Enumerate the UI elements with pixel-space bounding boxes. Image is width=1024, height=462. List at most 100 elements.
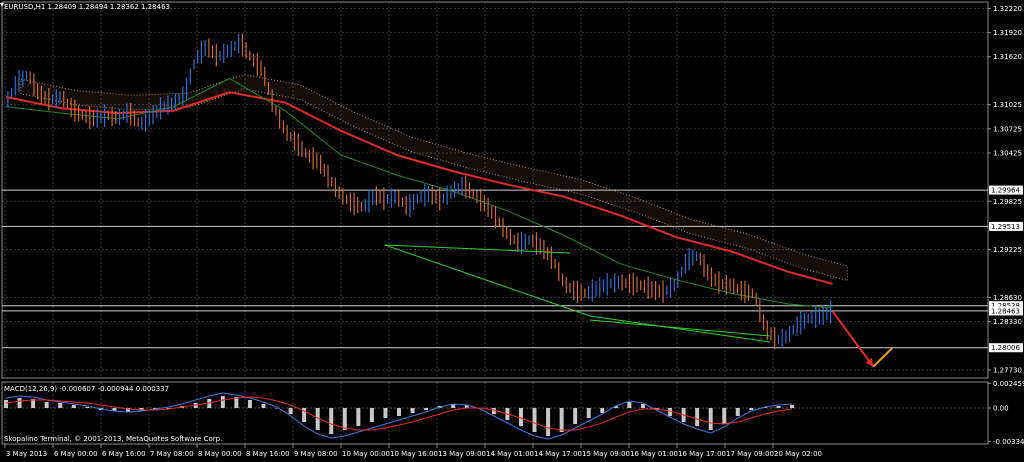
- macd-histogram-bar: [776, 406, 781, 408]
- time-tick-label: 6 May 16:00: [102, 450, 146, 458]
- macd-histogram-bar: [369, 408, 374, 422]
- price-tick-label: 1.32220: [993, 5, 1022, 13]
- time-tick-label: 9 May 08:00: [294, 450, 338, 458]
- trendline-3[interactable]: [589, 315, 771, 343]
- macd-histogram-bar: [451, 404, 456, 408]
- macd-histogram-bar: [559, 408, 564, 432]
- macd-histogram-bar: [275, 408, 280, 409]
- macd-histogram-bar: [600, 408, 605, 413]
- macd-histogram-bar: [302, 408, 307, 422]
- time-tick-label: 8 May 16:00: [246, 450, 290, 458]
- time-tick-label: 16 May 01:00: [630, 450, 678, 458]
- price-axis: 1.32220 1.31920 1.31620 1.31025 1.30725 1.304…: [988, 5, 1022, 374]
- forecast-arrowhead: [865, 357, 874, 367]
- macd-histogram-bar: [749, 408, 754, 410]
- macd-tick-label: 0.00: [993, 405, 1009, 413]
- macd-histogram-bar: [71, 405, 76, 408]
- macd-histogram-bar: [546, 408, 551, 436]
- macd-histogram-bar: [640, 404, 645, 408]
- price-tick-label: 1.27730: [993, 366, 1022, 374]
- macd-histogram-bar: [342, 408, 347, 430]
- time-tick-label: 8 May 00:00: [198, 450, 242, 458]
- macd-histogram-bar: [532, 408, 537, 432]
- macd-histogram-bar: [356, 408, 361, 426]
- macd-histogram-bar: [234, 397, 239, 408]
- macd-histogram-bar: [424, 408, 429, 410]
- macd-histogram-bar: [261, 404, 266, 408]
- level-price-tag: [989, 221, 1023, 231]
- trendline-4[interactable]: [589, 319, 771, 337]
- price-tick-label: 1.31620: [993, 53, 1022, 61]
- price-tick-label: 1.29825: [993, 198, 1022, 206]
- time-tick-label: 14 May 01:00: [486, 450, 534, 458]
- macd-histogram-bar: [44, 402, 49, 408]
- macd-histogram-bar: [735, 408, 740, 416]
- macd-histogram-bar: [288, 408, 293, 414]
- trendlines[interactable]: [384, 244, 771, 343]
- macd-histogram-bar: [125, 408, 130, 412]
- macd-histogram-bar: [708, 408, 713, 430]
- macd-histogram-bar: [31, 399, 36, 408]
- macd-histogram-bar: [58, 403, 63, 408]
- forecast-arrow-line: [872, 347, 893, 368]
- macd-histogram-bar: [85, 407, 90, 408]
- time-tick-label: 3 May 2013: [6, 450, 47, 458]
- price-series: [7, 33, 832, 350]
- level-price-label: 1.28463: [991, 307, 1020, 315]
- time-axis: 3 May 2013 6 May 00:00 6 May 16:00 7 May 08…: [4, 444, 822, 458]
- macd-indicator: [2, 392, 988, 440]
- macd-histogram-bar: [668, 408, 673, 416]
- macd-histogram-bar: [220, 396, 225, 408]
- time-tick-label: 7 May 08:00: [150, 450, 194, 458]
- ichimoku-cloud: [20, 73, 848, 282]
- macd-histogram-bar: [613, 406, 618, 408]
- level-price-label: 1.28528: [991, 302, 1020, 310]
- macd-histogram-bar: [573, 408, 578, 424]
- header-dropdown-icon[interactable]: [0, 3, 4, 7]
- time-tick-label: 16 May 17:00: [678, 450, 726, 458]
- macd-histogram-bar: [695, 408, 700, 426]
- cloud-fill: [20, 74, 848, 281]
- macd-histogram-bar: [491, 408, 496, 414]
- time-tick-label: 17 May 09:00: [726, 450, 774, 458]
- macd-tick-label: 0.002459: [993, 380, 1024, 388]
- level-price-tag: [989, 343, 1023, 353]
- level-price-label: 1.28006: [991, 344, 1020, 352]
- time-tick-label: 20 May 02:00: [774, 450, 822, 458]
- macd-histogram-bar: [790, 405, 794, 408]
- macd-line: [5, 392, 793, 440]
- time-tick-label: 6 May 00:00: [54, 450, 98, 458]
- macd-histogram-bar: [397, 408, 401, 416]
- macd-histogram-bar: [410, 408, 415, 413]
- price-tick-label: 1.29225: [993, 246, 1022, 254]
- macd-histogram-bar: [329, 408, 334, 434]
- macd-histogram-bar: [315, 408, 320, 430]
- time-tick-label: 13 May 09:00: [438, 450, 486, 458]
- macd-histogram-bar: [586, 408, 591, 418]
- symbol-header: EURUSD,H1 1.28409 1.28494 1.28362 1.2846…: [4, 3, 170, 11]
- level-price-label: 1.29513: [991, 223, 1020, 231]
- macd-histogram-bar: [722, 408, 727, 424]
- price-tick-label: 1.31025: [993, 101, 1022, 109]
- macd-histogram-bar: [518, 408, 523, 426]
- level-price-tag: [989, 185, 1023, 195]
- level-price-tag: [989, 301, 1023, 311]
- trendline-1[interactable]: [384, 244, 571, 254]
- macd-histogram-bar: [17, 398, 22, 408]
- price-tick-label: 1.31920: [993, 29, 1022, 37]
- price-tick-label: 1.28630: [993, 294, 1022, 302]
- forecast-arrows: [831, 310, 893, 368]
- time-tick-label: 10 May 00:00: [342, 450, 390, 458]
- macd-line: [5, 396, 793, 431]
- macd-histogram-bar: [247, 400, 252, 408]
- macd-histogram-bar: [627, 402, 632, 408]
- trendline-2[interactable]: [384, 244, 591, 317]
- macd-histogram-bar: [464, 405, 469, 408]
- level-price-tag: [989, 306, 1023, 316]
- macd-header: MACD(12,26,9) -0.000607 -0.000944 0.0003…: [4, 385, 169, 393]
- macd-histogram-bar: [383, 408, 388, 418]
- price-tick-label: 1.30725: [993, 125, 1022, 133]
